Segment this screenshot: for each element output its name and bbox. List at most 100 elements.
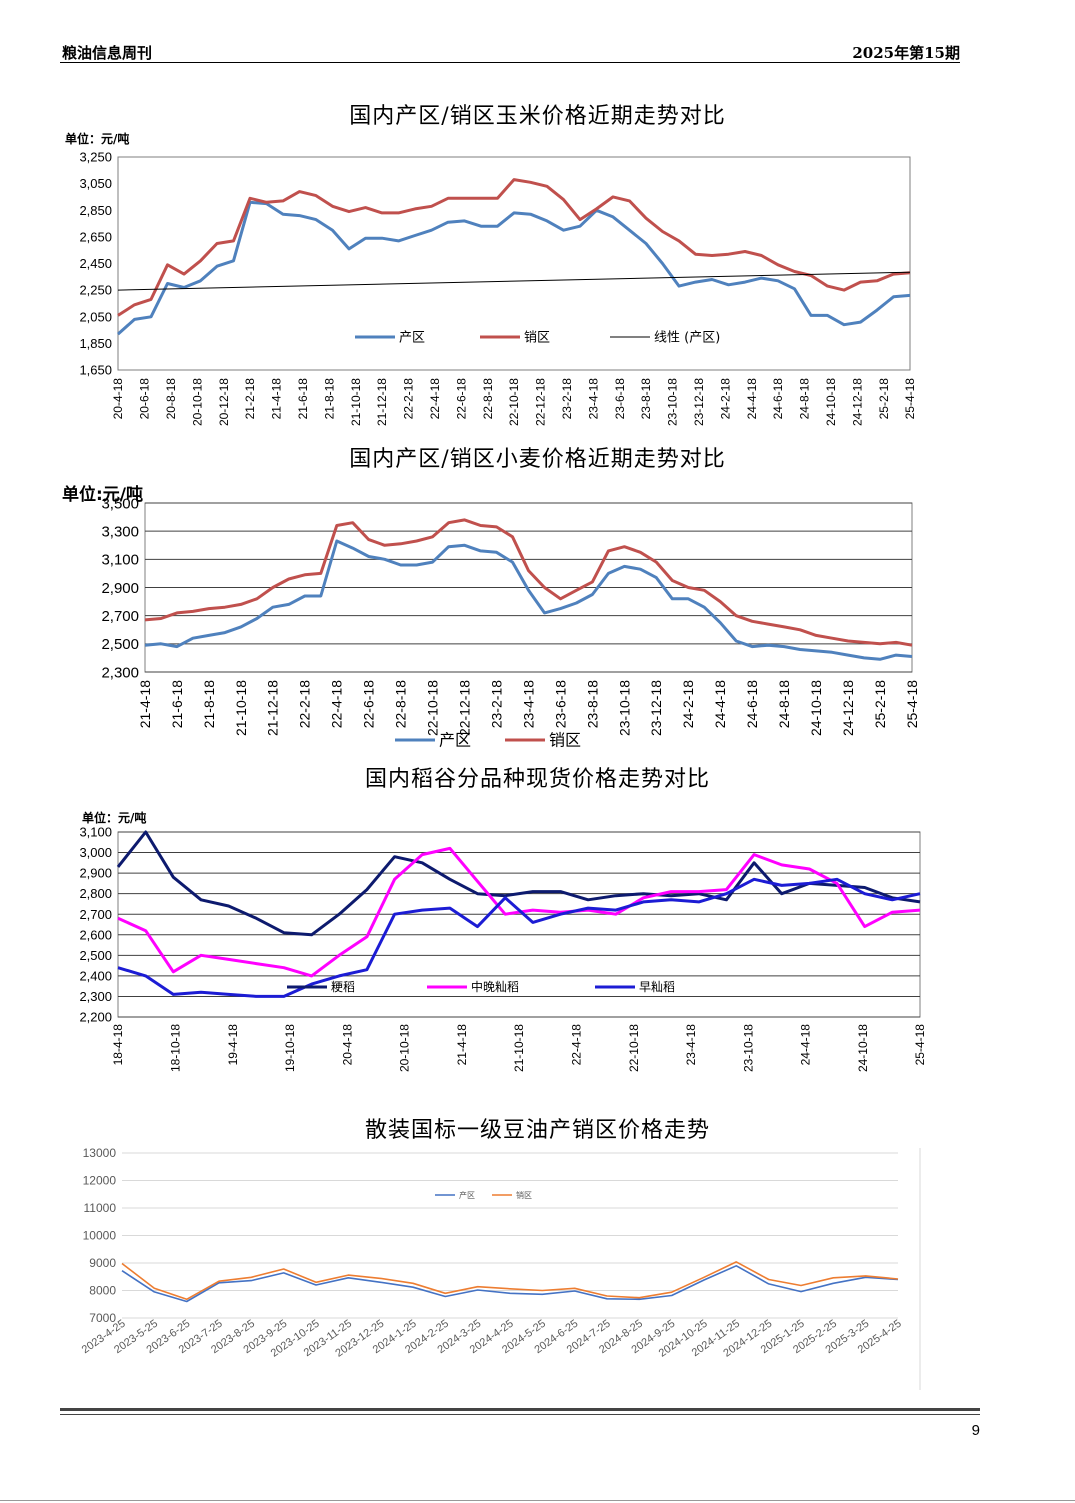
y-tick-label: 8000 [89, 1284, 116, 1298]
x-tick-label: 24-8-18 [798, 378, 812, 420]
x-tick-label: 22-10-18 [507, 378, 521, 426]
legend-label: 销区 [549, 731, 581, 750]
footer-rule [60, 1408, 980, 1411]
x-tick-label: 23-2-18 [560, 378, 574, 420]
y-tick-label: 2,050 [79, 309, 112, 324]
legend-label: 中晚籼稻 [471, 979, 519, 994]
x-tick-label: 24-10-18 [824, 378, 838, 426]
y-tick-label: 2,700 [101, 608, 139, 625]
legend-label: 销区 [524, 331, 550, 346]
x-tick-label: 20-4-18 [111, 378, 125, 420]
x-tick-label: 22-4-18 [569, 1024, 583, 1066]
x-tick-label: 21-4-18 [455, 1024, 469, 1066]
x-tick-label: 21-8-18 [322, 378, 336, 420]
x-tick-label: 20-10-18 [398, 1024, 412, 1072]
y-tick-label: 3,250 [79, 150, 112, 165]
y-tick-label: 2,650 [79, 229, 112, 244]
x-tick-label: 24-8-18 [776, 680, 792, 728]
x-tick-label: 21-10-18 [349, 378, 363, 426]
x-tick-label: 20-10-18 [190, 378, 204, 426]
y-tick-label: 2,850 [79, 203, 112, 218]
y-tick-label: 1,650 [79, 363, 112, 378]
x-tick-label: 21-4-18 [270, 378, 284, 420]
x-tick-label: 21-4-18 [137, 680, 153, 728]
x-tick-label: 21-2-18 [243, 378, 257, 420]
series-line-1 [144, 539, 913, 661]
x-tick-label: 22-10-18 [425, 680, 441, 736]
y-tick-label: 2,250 [79, 283, 112, 298]
x-tick-label: 24-12-18 [850, 378, 864, 426]
y-tick-label: 3,000 [79, 845, 112, 860]
x-tick-label: 21-6-18 [296, 378, 310, 420]
page-number: 9 [971, 1422, 980, 1439]
x-tick-label: 20-6-18 [138, 378, 152, 420]
x-tick-label: 24-4-18 [712, 680, 728, 728]
y-tick-label: 2,500 [101, 636, 139, 653]
legend-label: 产区 [399, 331, 425, 346]
x-tick-label: 20-12-18 [217, 378, 231, 426]
y-tick-label: 2,300 [79, 989, 112, 1004]
y-tick-label: 2,500 [79, 948, 112, 963]
x-tick-label: 22-12-18 [534, 378, 548, 426]
x-tick-label: 24-6-18 [744, 680, 760, 728]
legend-label: 线性 (产区) [654, 331, 720, 346]
x-tick-label: 23-10-18 [666, 378, 680, 426]
series-line-1 [117, 200, 911, 336]
x-tick-label: 24-10-18 [808, 680, 824, 736]
x-tick-label: 23-10-18 [741, 1024, 755, 1072]
x-tick-label: 22-6-18 [361, 680, 377, 728]
x-tick-label: 23-6-18 [552, 680, 568, 728]
x-tick-label: 21-12-18 [265, 680, 281, 736]
chart-title-soyoil: 散装国标一级豆油产销区价格走势 [364, 1118, 710, 1143]
header-left-title: 粮油信息周刊 [62, 44, 153, 62]
x-tick-label: 23-8-18 [584, 680, 600, 728]
y-tick-label: 3,500 [101, 495, 139, 512]
header-rule [60, 62, 960, 63]
y-tick-label: 3,100 [101, 552, 139, 569]
x-tick-label: 19-10-18 [283, 1024, 297, 1072]
y-tick-label: 2,300 [101, 664, 139, 681]
y-tick-label: 12000 [83, 1174, 117, 1188]
plot-frame [117, 156, 911, 371]
x-tick-label: 19-4-18 [226, 1024, 240, 1066]
x-tick-label: 21-10-18 [512, 1024, 526, 1072]
x-tick-label: 25-4-18 [913, 1024, 927, 1066]
y-tick-label: 2,600 [79, 927, 112, 942]
x-tick-label: 18-10-18 [168, 1024, 182, 1072]
unit-label: 单位:元/吨 [62, 484, 143, 505]
x-tick-label: 24-4-18 [745, 378, 759, 420]
x-tick-label: 24-2-18 [680, 680, 696, 728]
footer-rule-thin [60, 1414, 980, 1415]
x-tick-label: 24-4-18 [799, 1024, 813, 1066]
x-tick-label: 23-10-18 [616, 680, 632, 736]
legend-label: 产区 [439, 731, 471, 750]
chart-title-wheat: 国内产区/销区小麦价格近期走势对比 [349, 447, 726, 472]
x-tick-label: 23-4-18 [520, 680, 536, 728]
header-issue-number: 2025年第15期 [852, 44, 960, 62]
y-tick-label: 2,450 [79, 256, 112, 271]
y-tick-label: 10000 [83, 1229, 117, 1243]
x-tick-label: 24-6-18 [771, 378, 785, 420]
chart-title-corn: 国内产区/销区玉米价格近期走势对比 [349, 104, 726, 129]
series-line-2 [144, 518, 913, 647]
series-line-3 [117, 271, 911, 291]
y-tick-label: 3,100 [79, 825, 112, 840]
y-tick-label: 1,850 [79, 336, 112, 351]
series-line-1 [121, 1265, 899, 1303]
x-tick-label: 25-4-18 [904, 680, 920, 728]
y-tick-label: 2,800 [79, 886, 112, 901]
x-tick-label: 21-12-18 [375, 378, 389, 426]
x-tick-label: 20-8-18 [164, 378, 178, 420]
x-tick-label: 25-4-18 [903, 378, 917, 420]
x-tick-label: 24-12-18 [840, 680, 856, 736]
series-line-2 [117, 178, 911, 317]
y-tick-label: 2,900 [79, 866, 112, 881]
series-line-3 [117, 877, 921, 998]
x-tick-label: 22-4-18 [329, 680, 345, 728]
y-tick-label: 2,200 [79, 1010, 112, 1025]
x-tick-label: 23-12-18 [648, 680, 664, 736]
series-line-2 [117, 846, 921, 978]
x-tick-label: 22-8-18 [393, 680, 409, 728]
x-tick-label: 22-8-18 [481, 378, 495, 420]
